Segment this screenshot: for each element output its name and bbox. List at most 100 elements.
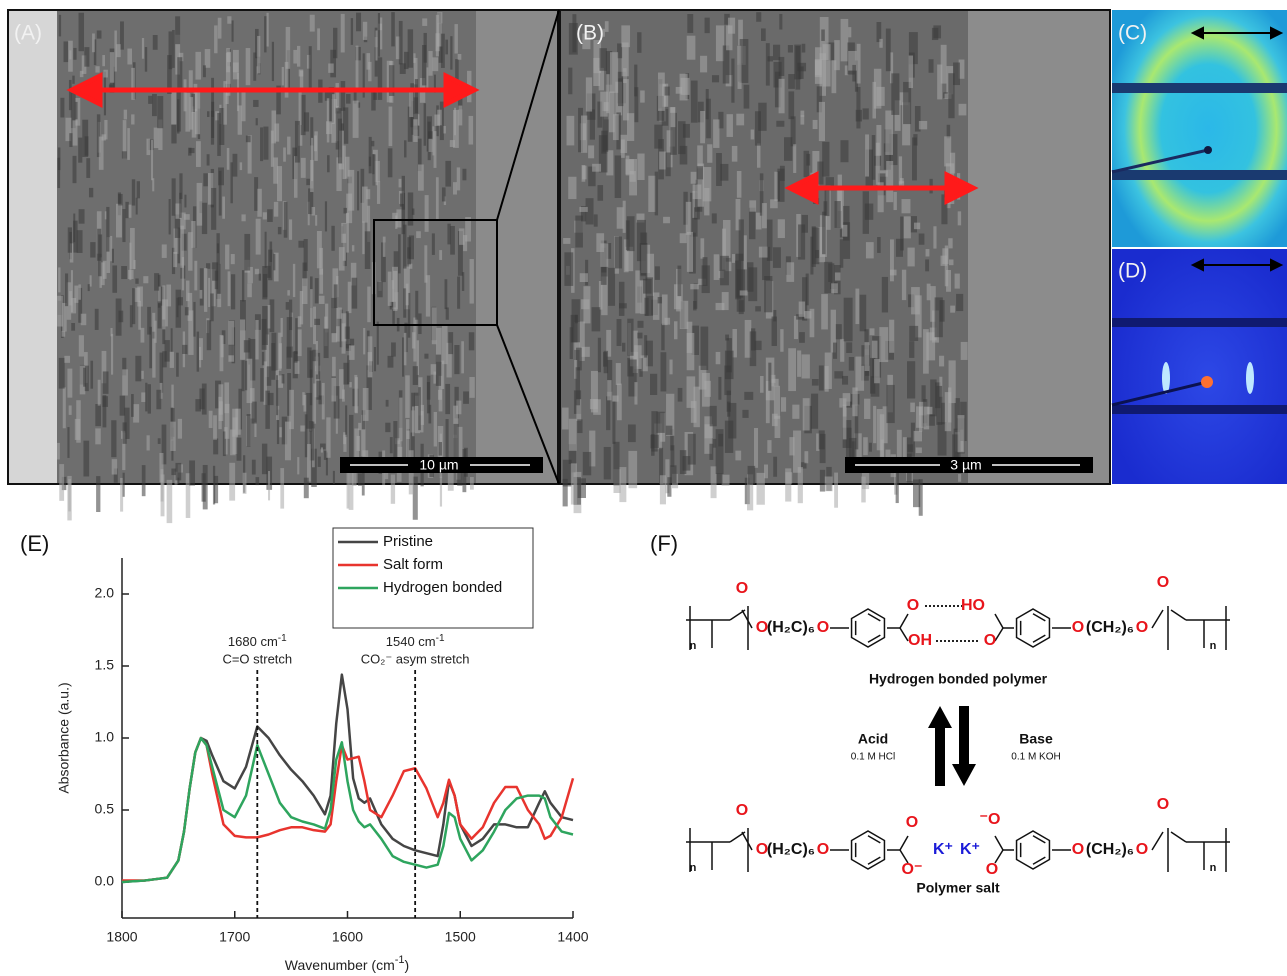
texture bbox=[208, 278, 210, 307]
texture bbox=[447, 224, 450, 245]
texture bbox=[909, 341, 914, 358]
texture bbox=[356, 13, 361, 32]
texture bbox=[377, 181, 380, 204]
texture bbox=[581, 116, 587, 153]
texture bbox=[916, 447, 922, 453]
texture bbox=[872, 341, 878, 359]
texture bbox=[324, 329, 329, 358]
texture bbox=[643, 279, 652, 294]
texture bbox=[289, 300, 292, 330]
texture bbox=[806, 274, 809, 306]
texture bbox=[171, 92, 176, 125]
texture bbox=[59, 358, 65, 389]
texture bbox=[440, 477, 442, 507]
texture bbox=[445, 279, 448, 309]
texture bbox=[690, 284, 698, 289]
texture bbox=[371, 141, 374, 146]
texture bbox=[202, 203, 207, 234]
texture bbox=[432, 233, 435, 255]
texture bbox=[294, 351, 298, 363]
bond bbox=[900, 836, 908, 850]
texture bbox=[363, 22, 367, 40]
texture bbox=[96, 476, 100, 512]
texture bbox=[177, 57, 182, 88]
texture bbox=[213, 438, 218, 454]
texture bbox=[457, 167, 460, 190]
texture bbox=[75, 419, 80, 440]
annotation-text: 1540 cm bbox=[386, 634, 436, 649]
texture bbox=[346, 311, 349, 348]
texture bbox=[240, 319, 245, 359]
texture bbox=[825, 353, 832, 389]
texture bbox=[956, 294, 963, 311]
texture bbox=[407, 247, 411, 258]
bond bbox=[995, 614, 1003, 628]
texture bbox=[141, 392, 145, 402]
texture bbox=[834, 473, 838, 508]
y-tick-label: 0.5 bbox=[95, 801, 115, 817]
texture bbox=[148, 384, 151, 413]
texture bbox=[582, 166, 586, 180]
texture bbox=[104, 72, 106, 116]
texture bbox=[650, 435, 658, 449]
texture bbox=[599, 48, 606, 71]
texture bbox=[334, 284, 338, 308]
texture bbox=[309, 46, 312, 87]
texture bbox=[391, 475, 395, 504]
texture bbox=[879, 39, 882, 48]
texture bbox=[846, 342, 852, 353]
texture bbox=[442, 187, 446, 201]
texture bbox=[346, 94, 351, 104]
texture bbox=[319, 296, 325, 304]
texture bbox=[349, 471, 354, 510]
texture bbox=[811, 394, 818, 429]
texture bbox=[804, 451, 808, 463]
texture bbox=[697, 166, 703, 179]
texture bbox=[439, 250, 442, 260]
texture bbox=[356, 436, 359, 451]
texture bbox=[761, 28, 766, 41]
texture bbox=[72, 76, 74, 84]
texture bbox=[67, 476, 71, 521]
texture bbox=[282, 67, 284, 85]
texture bbox=[812, 379, 819, 386]
texture bbox=[819, 102, 825, 141]
texture bbox=[363, 388, 369, 421]
detector-gap bbox=[1112, 170, 1287, 180]
texture bbox=[106, 207, 109, 252]
texture bbox=[305, 414, 308, 457]
texture bbox=[656, 412, 664, 433]
texture bbox=[297, 457, 299, 474]
texture bbox=[848, 27, 851, 37]
texture bbox=[279, 343, 282, 368]
texture bbox=[241, 90, 245, 122]
texture bbox=[243, 473, 247, 494]
texture bbox=[313, 307, 316, 345]
texture bbox=[62, 303, 67, 332]
texture bbox=[231, 254, 235, 264]
texture bbox=[437, 110, 441, 126]
texture bbox=[686, 202, 692, 235]
texture bbox=[613, 114, 619, 140]
texture bbox=[926, 249, 930, 256]
texture bbox=[145, 383, 147, 412]
texture bbox=[146, 139, 150, 155]
texture bbox=[315, 215, 317, 226]
texture bbox=[262, 319, 267, 350]
texture bbox=[834, 201, 840, 228]
texture bbox=[197, 332, 199, 372]
texture bbox=[72, 120, 77, 145]
texture bbox=[723, 220, 731, 258]
texture bbox=[450, 140, 455, 147]
texture bbox=[457, 277, 460, 309]
texture bbox=[926, 332, 935, 360]
texture bbox=[590, 109, 595, 139]
texture bbox=[242, 270, 244, 301]
texture bbox=[456, 401, 461, 415]
texture bbox=[247, 283, 252, 297]
texture bbox=[200, 290, 203, 299]
texture bbox=[470, 477, 474, 490]
texture bbox=[780, 166, 785, 181]
texture bbox=[640, 90, 645, 102]
texture bbox=[744, 235, 747, 269]
